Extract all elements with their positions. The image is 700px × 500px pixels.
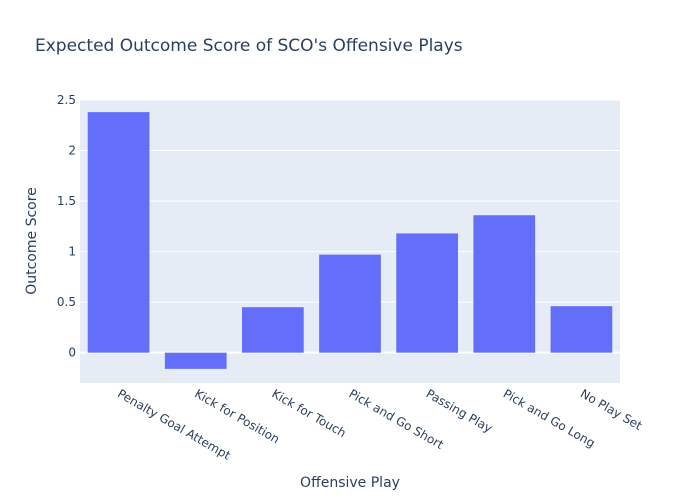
y-tick-label: 2.5 xyxy=(57,93,76,107)
bar xyxy=(396,233,458,353)
bar xyxy=(164,352,227,369)
y-tick-label: 1 xyxy=(68,245,76,259)
bar xyxy=(550,306,613,353)
x-axis-title: Offensive Play xyxy=(300,475,400,491)
bar xyxy=(319,254,381,353)
x-tick-label: No Play Set xyxy=(578,386,645,433)
chart-title: Expected Outcome Score of SCO's Offensiv… xyxy=(35,36,463,56)
y-tick-label: 0 xyxy=(68,346,76,360)
bar xyxy=(242,307,304,353)
x-tick-label: Kick for Touch xyxy=(269,386,348,440)
y-axis-title: Outcome Score xyxy=(24,187,40,295)
y-tick-label: 2 xyxy=(68,144,76,158)
x-tick-label: Passing Play xyxy=(424,386,495,435)
y-axis-ticks: 0 0.5 1 1.5 2 2.5 xyxy=(57,93,76,360)
bar xyxy=(87,112,150,353)
y-tick-label: 1.5 xyxy=(57,194,76,208)
bars xyxy=(87,112,613,369)
bar xyxy=(473,215,536,353)
y-tick-label: 0.5 xyxy=(57,295,76,309)
